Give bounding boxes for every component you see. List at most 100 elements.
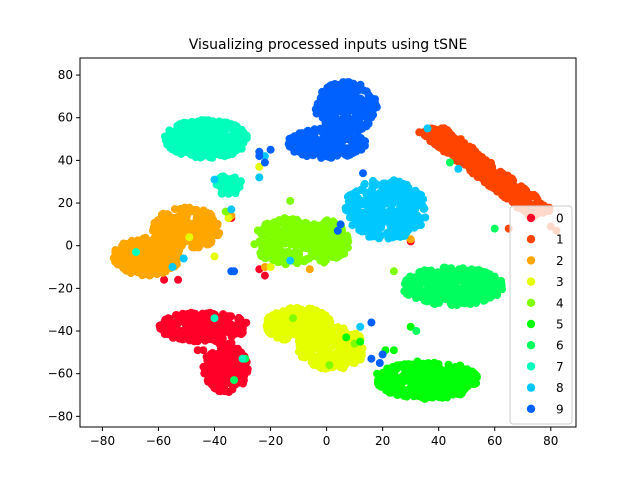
data-point [445,279,454,288]
data-point [404,188,413,197]
data-point [177,130,186,139]
data-point [268,329,277,338]
data-point [508,180,517,188]
legend-marker [526,256,536,265]
x-tick-label: −80 [90,434,115,448]
data-point [280,221,289,230]
data-point [205,238,214,247]
data-point [429,126,438,135]
series-3-points [185,162,367,373]
data-point [326,233,335,241]
data-point [261,236,270,244]
data-point [289,314,297,323]
data-point [401,371,410,380]
data-point [439,125,448,133]
data-point [426,137,435,145]
data-point [184,124,193,133]
data-point [414,190,423,199]
data-points-layer [109,78,561,403]
data-point [285,250,294,258]
data-point [333,235,342,243]
data-point [406,322,415,331]
data-point [459,291,468,300]
data-point [396,388,405,397]
data-point [345,191,354,200]
data-point [477,287,485,296]
data-point [351,330,360,339]
data-point [272,309,281,318]
data-point [326,126,335,135]
data-point [193,346,202,355]
data-point [174,275,183,284]
data-point [378,202,387,211]
x-tick-label: 40 [431,434,446,448]
data-point [386,178,395,187]
data-point [274,218,282,227]
data-point [430,292,439,301]
data-point [317,309,326,317]
data-point [170,226,179,235]
legend-marker [526,319,536,329]
legend-label: 9 [556,402,564,416]
data-point [314,340,323,349]
data-point [183,148,192,157]
data-point [214,320,223,329]
data-point [408,384,417,393]
legend-label: 6 [556,339,564,353]
data-point [171,319,180,328]
data-point [227,267,236,276]
data-point [227,146,235,155]
data-point [138,256,147,265]
data-point [344,203,353,212]
data-point [420,394,429,403]
data-point [210,175,219,184]
data-point [328,328,337,337]
data-point [220,327,229,336]
data-point [468,374,477,383]
data-point [286,256,295,265]
data-point [488,183,497,192]
data-point [311,353,320,361]
data-point [340,249,349,258]
series-1-points [415,124,561,235]
data-point [266,263,275,271]
data-point [322,255,331,264]
data-point [156,248,165,257]
data-point [234,316,243,325]
data-point [324,101,333,110]
data-point [336,138,345,146]
data-point [481,175,489,184]
data-point [178,309,187,318]
data-point [260,158,269,167]
data-point [194,120,203,128]
data-point [378,350,387,359]
data-point [389,267,398,276]
data-point [359,169,367,178]
data-point [361,218,370,227]
data-point [513,195,522,204]
data-point [358,185,367,194]
x-tick-label: 0 [323,434,331,448]
data-point [160,275,169,284]
data-point [211,148,220,157]
data-point [318,124,327,133]
y-tick-label: 0 [65,239,73,253]
data-point [379,375,388,384]
data-point [202,324,211,333]
data-point [294,146,303,155]
data-point [185,207,194,216]
data-point [434,360,443,369]
data-point [200,142,209,151]
data-point [321,150,330,159]
legend-label: 2 [556,254,564,268]
data-point [488,290,497,299]
data-point [399,180,408,188]
data-point [146,262,155,271]
data-point [322,333,331,342]
data-point [202,125,211,134]
legend-marker [526,213,536,223]
legend-label: 4 [556,296,564,310]
data-point [509,186,518,195]
data-point [411,273,420,282]
data-point [406,235,415,244]
